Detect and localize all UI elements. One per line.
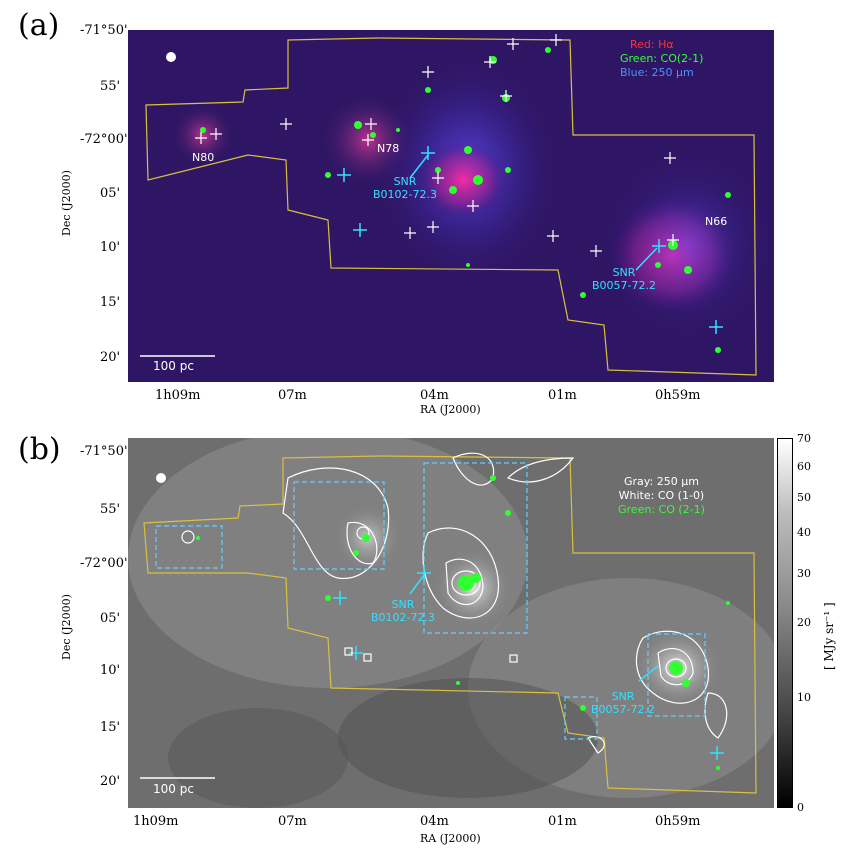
- cbar-tick-40: 40: [797, 526, 811, 539]
- b-xtick-2: 04m: [420, 814, 449, 829]
- cbar-tick-20: 20: [797, 616, 811, 629]
- snr-label-b2: SNR B0057-72.2: [591, 690, 655, 716]
- zoom-boxes: [155, 462, 706, 740]
- panel-b-svg: [128, 428, 788, 808]
- a-xtick-3: 01m: [548, 388, 577, 403]
- a-ytick-5: 15': [100, 295, 121, 310]
- snr-markers: [337, 146, 723, 334]
- snr-label-b1-line2: B0102-72.3: [371, 611, 436, 624]
- legend-blue: Blue: 250 μm: [620, 66, 694, 79]
- snr-label-1-line1: SNR: [393, 175, 417, 188]
- b-ytick-2: -72°00': [80, 556, 128, 571]
- a-xtick-1: 07m: [278, 388, 307, 403]
- legend-white: White: CO (1-0): [618, 489, 705, 502]
- a-xtick-4: 0h59m: [655, 388, 701, 403]
- legend-gray: Gray: 250 μm: [624, 475, 699, 488]
- panel-b-legend: Gray: 250 μm White: CO (1-0) Green: CO (…: [618, 475, 705, 517]
- cbar-tick-70: 70: [797, 432, 811, 445]
- b-xlabel: RA (J2000): [420, 832, 481, 845]
- a-ytick-1: 55': [100, 79, 121, 94]
- b-ytick-4: 10': [100, 663, 121, 678]
- colorbar-label: [ MJy sr⁻¹ ]: [822, 602, 836, 670]
- a-ytick-4: 10': [100, 240, 121, 255]
- a-xtick-2: 04m: [420, 388, 449, 403]
- panel-a-scalebar-label: 100 pc: [153, 359, 194, 373]
- snr-label-b1: SNR B0102-72.3: [371, 598, 435, 624]
- snr-label-1: SNR B0102-72.3: [373, 175, 437, 201]
- panel-a-legend: Red: Hα Green: CO(2-1) Blue: 250 μm: [620, 38, 703, 80]
- cbar-tick-50: 50: [797, 491, 811, 504]
- snr-label-2: SNR B0057-72.2: [592, 266, 656, 292]
- a-ytick-0: -71°50': [80, 23, 128, 38]
- legend-red: Red: Hα: [630, 38, 674, 51]
- a-ytick-3: 05': [100, 186, 121, 201]
- cbar-tick-30: 30: [797, 567, 811, 580]
- snr-label-b1-line1: SNR: [391, 598, 415, 611]
- panel-a-svg: [128, 30, 774, 382]
- label-n80: N80: [192, 151, 215, 164]
- legend-green-b: Green: CO (2-1): [618, 503, 705, 516]
- b-xtick-1: 07m: [278, 814, 307, 829]
- panel-b-label: (b): [18, 432, 61, 467]
- white-squares: [344, 647, 518, 663]
- snr-label-1-line2: B0102-72.3: [373, 188, 438, 201]
- beam-marker-b: [156, 473, 166, 483]
- a-xtick-0: 1h09m: [155, 388, 201, 403]
- b-ylabel: Dec (J2000): [60, 594, 73, 660]
- source-markers: [195, 34, 679, 257]
- snr-markers-b: [333, 566, 724, 760]
- snr-label-2-line2: B0057-72.2: [592, 279, 657, 292]
- b-ytick-6: 20': [100, 774, 121, 789]
- b-xtick-3: 01m: [548, 814, 577, 829]
- a-ytick-2: -72°00': [80, 132, 128, 147]
- cbar-tick-10: 10: [797, 691, 811, 704]
- snr-label-2-line1: SNR: [612, 266, 636, 279]
- a-xlabel: RA (J2000): [420, 403, 481, 416]
- survey-outline: [145, 37, 757, 376]
- survey-outline-b: [143, 455, 757, 794]
- snr-label-b2-line2: B0057-72.2: [591, 703, 656, 716]
- panel-a-image: [128, 30, 774, 382]
- b-ytick-5: 15': [100, 720, 121, 735]
- colorbar: [777, 438, 793, 808]
- b-ytick-1: 55': [100, 502, 121, 517]
- cbar-tick-60: 60: [797, 460, 811, 473]
- a-ylabel: Dec (J2000): [60, 170, 73, 236]
- cbar-tick-0: 0: [797, 801, 804, 814]
- beam-marker: [166, 52, 176, 62]
- label-n78: N78: [377, 142, 400, 155]
- co21-clumps: [196, 475, 730, 770]
- b-xtick-0: 1h09m: [133, 814, 179, 829]
- panel-a-label: (a): [18, 8, 60, 43]
- snr-label-b2-line1: SNR: [611, 690, 635, 703]
- b-xtick-4: 0h59m: [655, 814, 701, 829]
- a-ytick-6: 20': [100, 350, 121, 365]
- b-ytick-3: 05': [100, 611, 121, 626]
- panel-b-scalebar-label: 100 pc: [153, 782, 194, 796]
- panel-b-image: [128, 428, 788, 808]
- label-n66: N66: [705, 215, 728, 228]
- legend-green: Green: CO(2-1): [620, 52, 704, 65]
- b-ytick-0: -71°50': [80, 444, 128, 459]
